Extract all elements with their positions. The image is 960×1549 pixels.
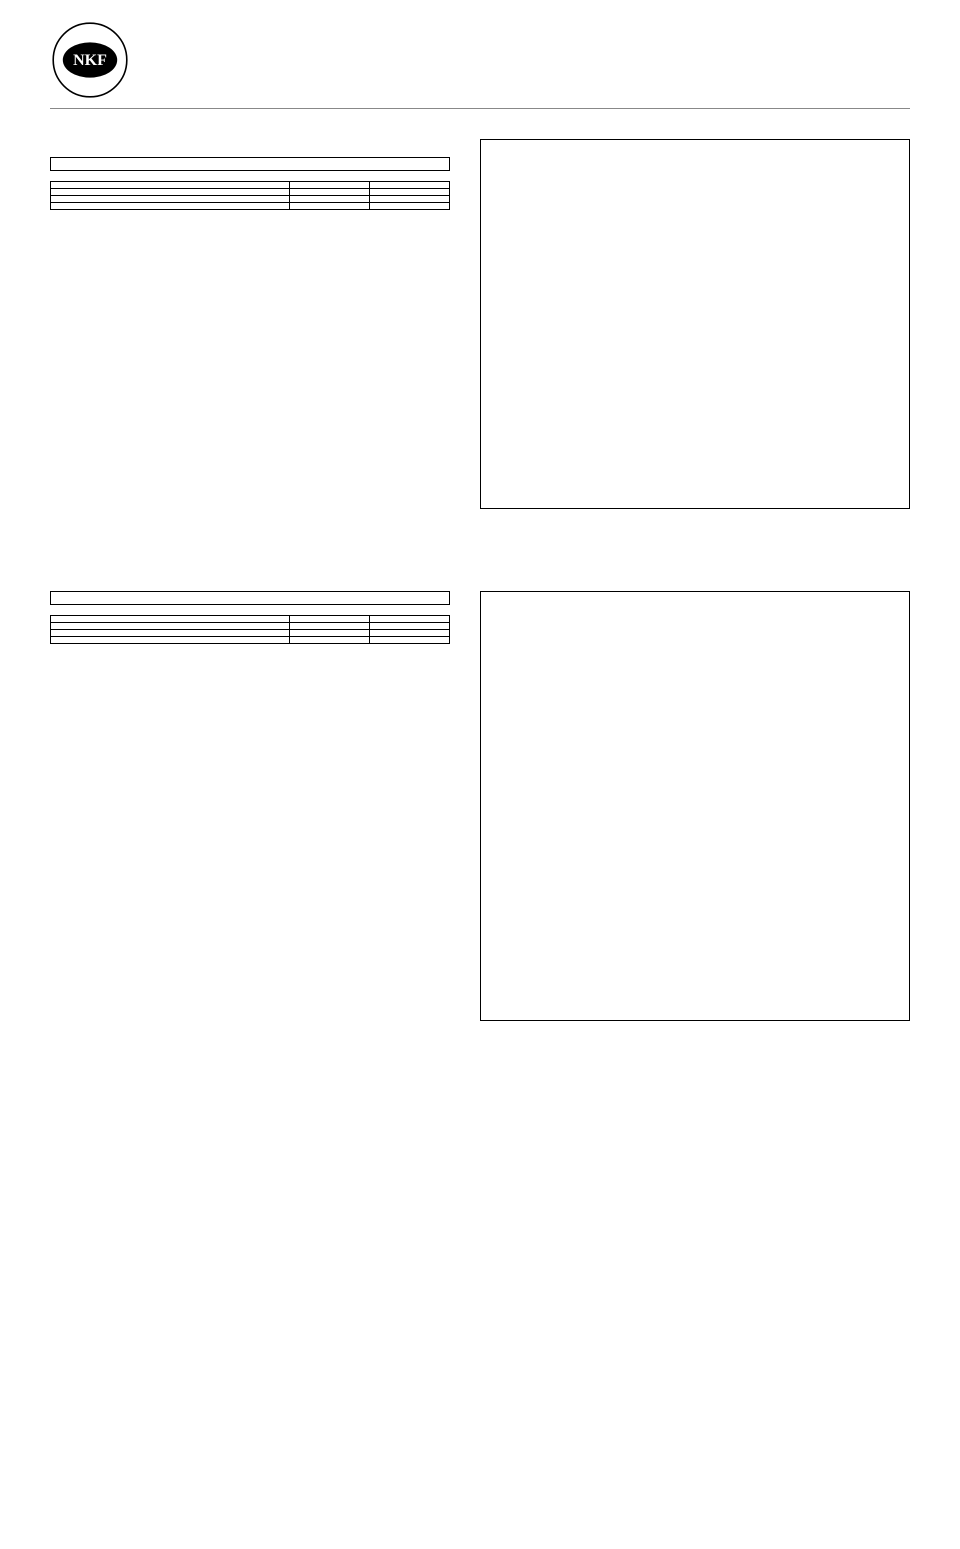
table-row bbox=[51, 189, 450, 196]
table-row bbox=[51, 623, 450, 630]
table-row bbox=[51, 630, 450, 637]
pie-svg-12 bbox=[530, 606, 860, 936]
data-table-12 bbox=[50, 615, 450, 644]
chart-box-11 bbox=[480, 139, 910, 509]
org-logo: NKF bbox=[50, 20, 130, 100]
pie-chart-11 bbox=[487, 154, 903, 494]
pie-chart-12 bbox=[487, 606, 903, 976]
section-12 bbox=[50, 591, 910, 1021]
table-row bbox=[51, 182, 450, 189]
table-title-11 bbox=[50, 157, 450, 171]
table-row bbox=[51, 196, 450, 203]
table-row-sum bbox=[51, 203, 450, 210]
page-header: NKF bbox=[50, 20, 910, 109]
logo-text: NKF bbox=[73, 52, 107, 69]
chart-box-12 bbox=[480, 591, 910, 1021]
table-title-12 bbox=[50, 591, 450, 605]
table-row bbox=[51, 616, 450, 623]
data-table-11 bbox=[50, 181, 450, 210]
pie-svg-11 bbox=[530, 154, 860, 484]
section-11 bbox=[50, 139, 910, 509]
table-row-sum bbox=[51, 637, 450, 644]
